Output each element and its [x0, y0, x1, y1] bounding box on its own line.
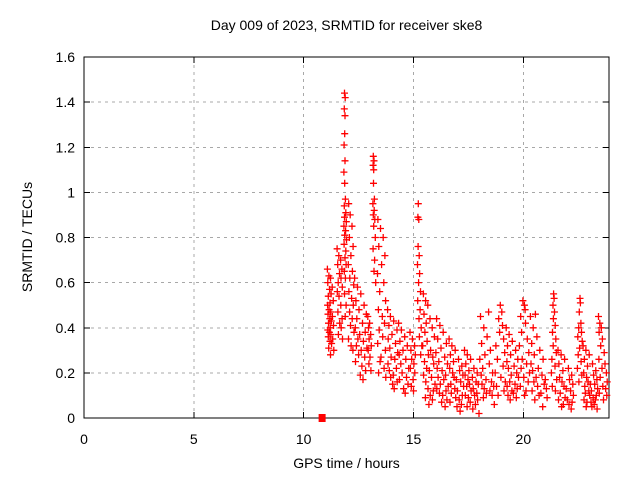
chart-title: Day 009 of 2023, SRMTID for receiver ske…	[210, 17, 483, 33]
svg-text:0.2: 0.2	[56, 365, 76, 381]
plot-border	[83, 56, 610, 419]
start-square-marker	[318, 414, 326, 422]
x-tick-labels: 0 5 10 15 20	[80, 431, 531, 447]
svg-text:1.6: 1.6	[56, 49, 76, 65]
svg-text:0: 0	[67, 410, 75, 426]
x-axis-title: GPS time / hours	[293, 455, 400, 471]
svg-text:10: 10	[296, 431, 312, 447]
svg-text:15: 15	[406, 431, 422, 447]
svg-text:1.4: 1.4	[56, 94, 76, 110]
svg-text:0.6: 0.6	[56, 275, 76, 291]
svg-text:20: 20	[516, 431, 532, 447]
svg-text:5: 5	[190, 431, 198, 447]
svg-text:0.4: 0.4	[56, 320, 76, 336]
svg-text:0.8: 0.8	[56, 230, 76, 246]
y-tick-labels: 0 0.2 0.4 0.6 0.8 1 1.2 1.4 1.6	[56, 49, 76, 426]
scatter-points	[323, 89, 611, 417]
svg-text:1: 1	[67, 184, 75, 200]
svg-text:1.2: 1.2	[56, 139, 76, 155]
grid-lines	[84, 57, 609, 418]
svg-text:0: 0	[80, 431, 88, 447]
